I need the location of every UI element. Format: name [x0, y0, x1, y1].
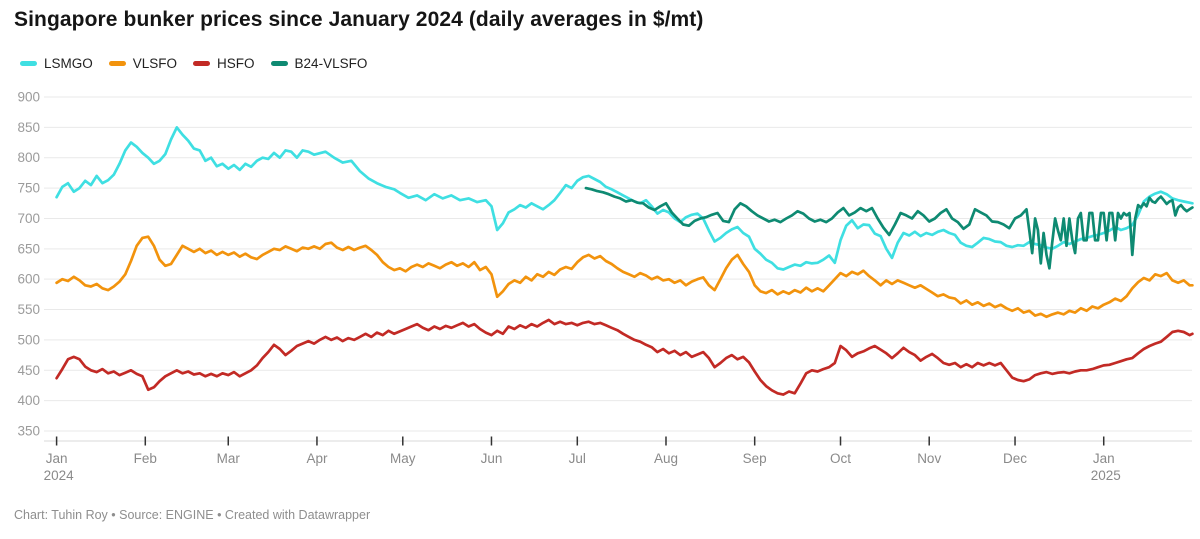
- chart-footer: Chart: Tuhin Roy • Source: ENGINE • Crea…: [14, 508, 371, 522]
- y-axis-label-700: 700: [17, 211, 40, 226]
- legend: LSMGO VLSFO HSFO B24-VLSFO: [20, 56, 367, 71]
- legend-swatch-icon: [108, 61, 126, 66]
- series-line-vlsfo: [55, 235, 1194, 319]
- y-axis-label-900: 900: [17, 90, 40, 105]
- legend-label: HSFO: [217, 56, 255, 71]
- x-axis-label-apr: Apr: [306, 451, 328, 466]
- x-axis-label-jun: Jun: [481, 451, 503, 466]
- x-axis-label-dec: Dec: [1003, 451, 1027, 466]
- x-axis-label-mar: Mar: [217, 451, 241, 466]
- series-line-hsfo: [55, 318, 1194, 396]
- series-line-lsmgo: [55, 126, 1194, 271]
- x-axis-label-jan: Jan: [1093, 451, 1115, 466]
- legend-item-vlsfo: VLSFO: [108, 56, 178, 71]
- y-axis-label-750: 750: [17, 181, 40, 196]
- legend-label: LSMGO: [44, 56, 93, 71]
- series-line-b24-vlsfo: [584, 186, 1194, 270]
- x-axis-year-label-2025: 2025: [1091, 468, 1121, 483]
- x-axis-label-jan: Jan: [46, 451, 68, 466]
- y-axis-label-550: 550: [17, 302, 40, 317]
- legend-swatch-icon: [270, 61, 288, 66]
- legend-item-hsfo: HSFO: [193, 56, 255, 71]
- x-axis-year-label-2024: 2024: [44, 468, 75, 483]
- y-axis-label-800: 800: [17, 150, 40, 165]
- x-axis-label-jul: Jul: [569, 451, 586, 466]
- legend-item-b24-vlsfo: B24-VLSFO: [270, 56, 368, 71]
- chart-title: Singapore bunker prices since January 20…: [14, 8, 704, 31]
- y-axis-label-500: 500: [17, 332, 40, 347]
- x-axis-label-aug: Aug: [654, 451, 678, 466]
- x-axis-label-nov: Nov: [917, 451, 941, 466]
- legend-item-lsmgo: LSMGO: [20, 56, 93, 71]
- y-axis-label-850: 850: [17, 120, 40, 135]
- x-axis-label-oct: Oct: [830, 451, 851, 466]
- legend-label: B24-VLSFO: [294, 56, 368, 71]
- y-axis-label-650: 650: [17, 241, 40, 256]
- x-axis-label-may: May: [390, 451, 416, 466]
- legend-label: VLSFO: [132, 56, 178, 71]
- y-axis-label-600: 600: [17, 272, 40, 287]
- x-axis-label-feb: Feb: [134, 451, 157, 466]
- y-axis-label-450: 450: [17, 363, 40, 378]
- legend-swatch-icon: [193, 61, 211, 66]
- y-axis-label-350: 350: [17, 424, 40, 439]
- x-axis-label-sep: Sep: [743, 451, 767, 466]
- y-axis-label-400: 400: [17, 393, 40, 408]
- legend-swatch-icon: [20, 61, 37, 66]
